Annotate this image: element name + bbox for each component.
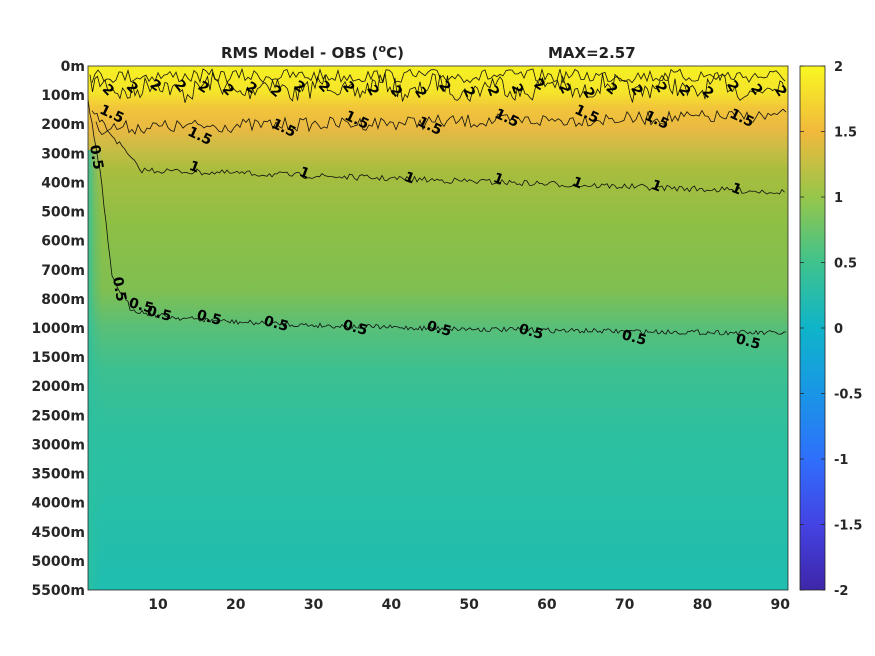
y-axis-tick-labels: 0m 100m 200m 300m 400m 500m 600m 700m 800m 1000m 1… bbox=[31, 59, 85, 599]
contour-label: 0.5 bbox=[425, 318, 453, 340]
y-tick-label: 4000m bbox=[31, 496, 85, 512]
contour-label: 0.5 bbox=[262, 313, 290, 335]
y-tick-label: 4500m bbox=[31, 525, 85, 541]
contour-label: 0.5 bbox=[86, 144, 106, 171]
y-tick-label: 1500m bbox=[31, 350, 85, 366]
contour-line-1 bbox=[91, 110, 785, 195]
x-tick-label: 50 bbox=[459, 597, 479, 613]
colorbar-tick-label: -0.5 bbox=[834, 388, 862, 403]
contour-line-0.5 bbox=[88, 99, 787, 336]
y-tick-label: 5500m bbox=[31, 583, 85, 599]
x-tick-label: 20 bbox=[226, 597, 246, 613]
colorbar-tick-label: 0 bbox=[834, 322, 843, 337]
y-tick-label: 400m bbox=[41, 175, 85, 191]
y-tick-label: 800m bbox=[41, 292, 85, 308]
contour-line-1.5 bbox=[95, 108, 787, 136]
colorbar-tick-label: -1.5 bbox=[834, 519, 862, 534]
colorbar-tick-label: 1.5 bbox=[834, 126, 857, 141]
y-tick-label: 300m bbox=[41, 146, 85, 162]
y-tick-label: 500m bbox=[41, 205, 85, 221]
y-tick-label: 700m bbox=[41, 263, 85, 279]
y-tick-label: 0m bbox=[61, 59, 85, 75]
colorbar-tick-label: 2 bbox=[834, 60, 843, 75]
y-tick-label: 200m bbox=[41, 117, 85, 133]
contour-label: 0.5 bbox=[620, 327, 648, 349]
heatmap-field: 2 2 2 2 2 2 2 2 2 2 2 2 2 2 2 2 2 2 2 2 2 2 2 2 2 2 2 2 21.51.5 1.5 1.… bbox=[86, 66, 788, 590]
x-tick-label: 70 bbox=[615, 597, 635, 613]
contour-label: 0.5 bbox=[127, 295, 155, 317]
y-tick-label: 3000m bbox=[31, 437, 85, 453]
colorbar-tick-label: -2 bbox=[834, 584, 848, 599]
x-tick-label: 90 bbox=[770, 597, 790, 613]
contour-label: 0.5 bbox=[145, 303, 173, 325]
y-tick-label: 600m bbox=[41, 234, 85, 250]
y-tick-label: 3500m bbox=[31, 467, 85, 483]
heatmap-left-edge bbox=[88, 150, 208, 590]
x-axis-tick-labels: 10 20 30 40 50 60 70 80 90 bbox=[148, 597, 790, 613]
x-tick-label: 10 bbox=[148, 597, 168, 613]
y-tick-label: 2500m bbox=[31, 408, 85, 424]
plot-frame bbox=[87, 65, 789, 591]
contour-line-2 bbox=[89, 71, 786, 103]
x-tick-label: 60 bbox=[537, 597, 557, 613]
y-tick-label: 5000m bbox=[31, 554, 85, 570]
contour-lines bbox=[88, 67, 787, 336]
contour-label: 0.5 bbox=[517, 321, 545, 343]
y-tick-label: 2000m bbox=[31, 379, 85, 395]
contour-line-2 bbox=[91, 67, 786, 84]
colorbar-tick-labels: 2 1.5 1 0.5 0 -0.5 -1 -1.5 -2 bbox=[800, 60, 862, 599]
colorbar-tick-label: 1 bbox=[834, 191, 843, 206]
contour-label: 0.5 bbox=[109, 276, 129, 303]
contour-label: 0.5 bbox=[341, 317, 369, 339]
x-tick-label: 40 bbox=[382, 597, 402, 613]
contour-label: 0.5 bbox=[195, 307, 223, 329]
y-tick-label: 1000m bbox=[31, 321, 85, 337]
y-tick-label: 100m bbox=[41, 88, 85, 104]
chart-title: RMS Model - OBS (oC) bbox=[221, 42, 404, 62]
colorbar-tick-label: 0.5 bbox=[834, 257, 857, 272]
x-tick-label: 80 bbox=[693, 597, 713, 613]
colorbar-tick-label: -1 bbox=[834, 453, 848, 468]
x-tick-label: 30 bbox=[304, 597, 324, 613]
colorbar bbox=[799, 65, 826, 591]
contour-label: 0.5 bbox=[734, 331, 762, 353]
max-label: MAX=2.57 bbox=[548, 44, 636, 62]
